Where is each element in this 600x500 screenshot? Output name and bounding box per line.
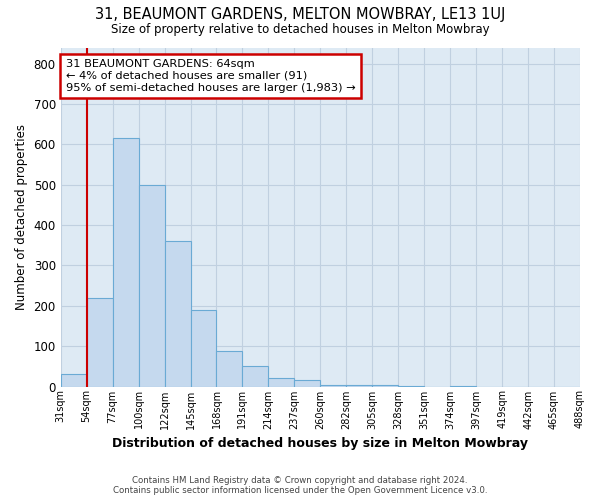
Bar — [139, 184, 164, 386]
Bar — [217, 351, 242, 386]
Y-axis label: Number of detached properties: Number of detached properties — [15, 124, 28, 310]
Bar — [164, 241, 191, 386]
X-axis label: Distribution of detached houses by size in Melton Mowbray: Distribution of detached houses by size … — [112, 437, 529, 450]
Text: 31 BEAUMONT GARDENS: 64sqm
← 4% of detached houses are smaller (91)
95% of semi-: 31 BEAUMONT GARDENS: 64sqm ← 4% of detac… — [66, 60, 355, 92]
Bar — [268, 378, 295, 386]
Bar — [295, 380, 320, 386]
Bar — [191, 310, 217, 386]
Bar — [61, 374, 86, 386]
Text: Contains HM Land Registry data © Crown copyright and database right 2024.
Contai: Contains HM Land Registry data © Crown c… — [113, 476, 487, 495]
Bar — [86, 298, 113, 386]
Text: Size of property relative to detached houses in Melton Mowbray: Size of property relative to detached ho… — [110, 22, 490, 36]
Bar — [242, 366, 268, 386]
Bar — [113, 138, 139, 386]
Text: 31, BEAUMONT GARDENS, MELTON MOWBRAY, LE13 1UJ: 31, BEAUMONT GARDENS, MELTON MOWBRAY, LE… — [95, 8, 505, 22]
